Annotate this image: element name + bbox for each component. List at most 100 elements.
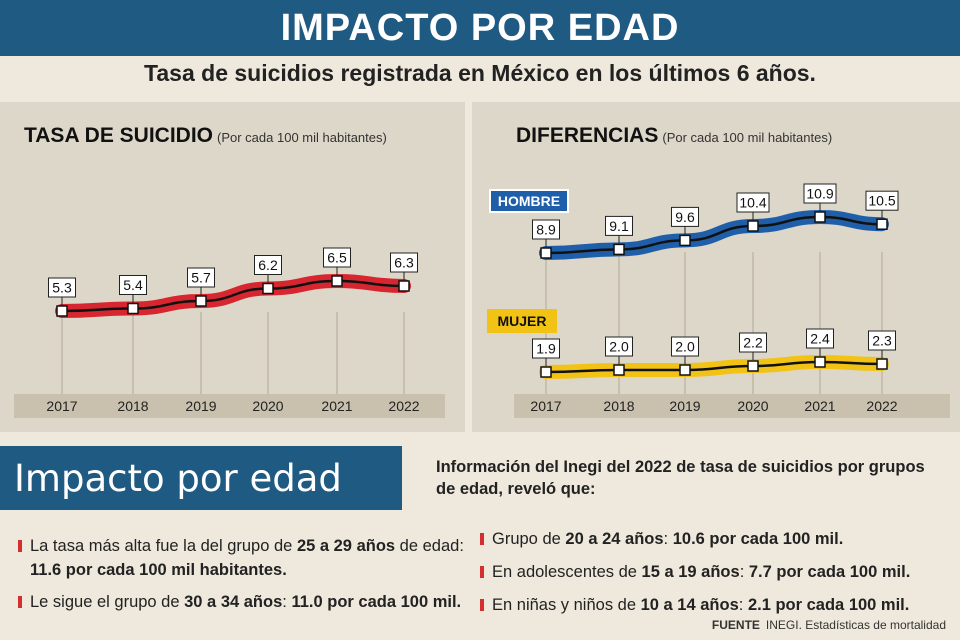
data-label: 9.1 bbox=[609, 218, 629, 234]
data-point bbox=[613, 364, 625, 376]
item-highlight: 30 a 34 años bbox=[184, 593, 283, 611]
x-tick-label: 2017 bbox=[530, 398, 561, 414]
data-label: 6.2 bbox=[258, 257, 278, 273]
list-item: Grupo de 20 a 24 años: 10.6 por cada 100… bbox=[480, 527, 955, 551]
item-highlight: 10 a 14 años bbox=[640, 596, 739, 614]
data-label: 2.0 bbox=[609, 339, 629, 355]
data-label: 10.4 bbox=[739, 195, 766, 211]
section-title: Impacto por edad bbox=[14, 456, 342, 500]
item-text: : bbox=[738, 596, 748, 614]
data-label-box bbox=[739, 332, 767, 353]
source-note: FUENTE INEGI. Estadísticas de mortalidad bbox=[712, 618, 946, 632]
data-point bbox=[398, 280, 410, 292]
chart-title-text: DIFERENCIAS bbox=[516, 124, 659, 147]
x-tick-label: 2020 bbox=[737, 398, 768, 414]
age-list-right: Grupo de 20 a 24 años: 10.6 por cada 100… bbox=[480, 527, 955, 626]
data-point bbox=[195, 295, 207, 307]
item-text: La tasa más alta fue la del grupo de bbox=[30, 537, 297, 555]
source-text: INEGI. Estadísticas de mortalidad bbox=[765, 618, 946, 632]
item-text: : bbox=[282, 593, 292, 611]
data-label-box bbox=[806, 328, 834, 349]
item-text: de edad: bbox=[395, 537, 464, 555]
data-label-box bbox=[323, 247, 351, 268]
subtitle: Tasa de suicidios registrada en México e… bbox=[144, 60, 816, 86]
x-tick-label: 2021 bbox=[804, 398, 835, 414]
data-point bbox=[540, 366, 552, 378]
chart-diferencias: 2017 2018 2019 2020 2021 2022 8.9 9.1 9.6 10.4 10.… bbox=[487, 183, 950, 418]
data-label: 9.6 bbox=[675, 209, 695, 225]
page-title: IMPACTO POR EDAD bbox=[280, 6, 680, 49]
data-point bbox=[56, 305, 68, 317]
data-label: 5.4 bbox=[123, 277, 143, 293]
section-title-box: Impacto por edad bbox=[0, 446, 402, 510]
list-item: La tasa más alta fue la del grupo de 25 … bbox=[18, 534, 478, 582]
data-point bbox=[679, 364, 691, 376]
data-label: 2.2 bbox=[743, 335, 763, 351]
x-tick-label: 2020 bbox=[252, 398, 283, 414]
item-highlight: 2.1 por cada 100 mil. bbox=[747, 596, 910, 614]
data-label-box bbox=[390, 252, 418, 273]
age-list-left: La tasa más alta fue la del grupo de 25 … bbox=[18, 534, 478, 622]
x-tick-label: 2021 bbox=[321, 398, 352, 414]
x-tick-label: 2022 bbox=[866, 398, 897, 414]
info-text: Información del Inegi del 2022 de tasa d… bbox=[436, 458, 925, 498]
chart-note: (Por cada 100 mil habitantes) bbox=[217, 130, 387, 145]
series-line bbox=[60, 279, 406, 313]
chart-panel-tasa: TASA DE SUICIDIO (Por cada 100 mil habita… bbox=[0, 102, 465, 432]
data-label-box bbox=[671, 336, 699, 357]
data-point bbox=[331, 275, 343, 287]
list-item: En adolescentes de 15 a 19 años: 7.7 por… bbox=[480, 560, 955, 584]
data-point bbox=[613, 243, 625, 256]
chart-title-diferencias: DIFERENCIAS (Por cada 100 mil habitantes) bbox=[516, 124, 832, 148]
data-point bbox=[814, 356, 826, 368]
data-point bbox=[679, 234, 691, 247]
item-text: : bbox=[739, 563, 749, 581]
data-label-box bbox=[532, 219, 560, 240]
data-point bbox=[540, 247, 552, 259]
data-label-box bbox=[803, 183, 837, 204]
item-text: En adolescentes de bbox=[492, 563, 642, 581]
data-point bbox=[876, 358, 888, 370]
data-label: 10.5 bbox=[868, 193, 895, 209]
data-label: 6.5 bbox=[327, 250, 347, 266]
data-label-box bbox=[187, 267, 215, 288]
x-axis-band bbox=[514, 394, 950, 418]
data-label: 8.9 bbox=[536, 222, 556, 238]
source-label: FUENTE bbox=[711, 618, 760, 632]
item-highlight: 11.6 por cada 100 mil habitantes. bbox=[30, 561, 287, 579]
data-label-box bbox=[868, 330, 896, 351]
data-label: 2.0 bbox=[675, 339, 695, 355]
x-tick-label: 2019 bbox=[185, 398, 216, 414]
data-label-box bbox=[605, 215, 633, 236]
chart-title-text: TASA DE SUICIDIO bbox=[24, 124, 214, 147]
data-label-box bbox=[671, 206, 699, 227]
data-label-box bbox=[119, 275, 147, 295]
legend-box bbox=[487, 309, 557, 333]
data-label-box bbox=[532, 338, 560, 359]
data-point bbox=[876, 218, 888, 230]
item-highlight: 11.0 por cada 100 mil. bbox=[291, 593, 462, 611]
item-highlight: 20 a 24 años bbox=[565, 530, 664, 548]
data-point bbox=[747, 360, 759, 372]
legend-label: MUJER bbox=[497, 313, 546, 329]
data-label: 2.3 bbox=[872, 333, 892, 349]
list-item: En niñas y niños de 10 a 14 años: 2.1 po… bbox=[480, 593, 955, 617]
data-label: 6.3 bbox=[394, 255, 414, 271]
data-label-box bbox=[605, 336, 633, 357]
chart-panel-diferencias: DIFERENCIAS (Por cada 100 mil habitantes)… bbox=[472, 102, 960, 432]
x-tick-label: 2018 bbox=[603, 398, 634, 414]
data-point bbox=[814, 211, 826, 223]
x-tick-label: 2017 bbox=[46, 398, 77, 414]
item-text: En niñas y niños de bbox=[492, 596, 641, 614]
item-highlight: 25 a 29 años bbox=[296, 537, 396, 555]
data-point bbox=[127, 302, 139, 315]
legend-label: HOMBRE bbox=[498, 193, 560, 209]
item-text: : bbox=[663, 530, 673, 548]
data-point bbox=[747, 220, 759, 232]
chart-tasa: 2017 2018 2019 2020 2021 2022 5.3 5.4 5.7 6.2 6.5 6… bbox=[14, 247, 445, 418]
data-label: 2.4 bbox=[810, 331, 830, 347]
data-label-box bbox=[254, 255, 282, 275]
data-label-box bbox=[865, 190, 899, 211]
x-axis-band bbox=[14, 394, 445, 418]
series-line bbox=[544, 215, 884, 255]
